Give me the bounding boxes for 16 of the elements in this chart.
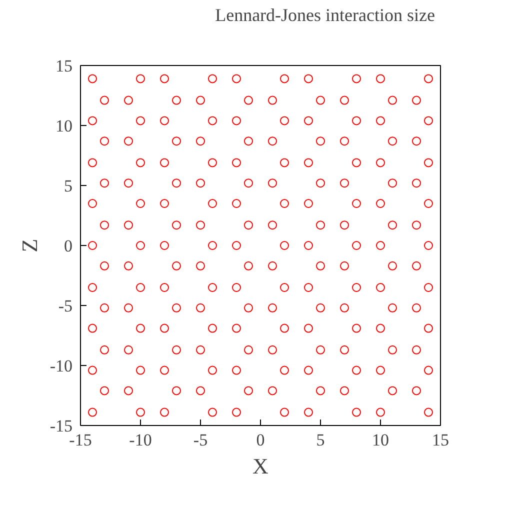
x-tick-label: 15 [432, 430, 449, 450]
y-tick-label: 10 [56, 116, 72, 136]
x-tick-label: -10 [129, 430, 152, 450]
x-tick-label: -5 [193, 430, 208, 450]
y-tick-label: -10 [50, 356, 73, 376]
y-tick-label: -15 [50, 416, 73, 436]
x-tick-label: 0 [256, 430, 265, 450]
y-tick-label: -5 [58, 296, 73, 316]
y-tick-label: 5 [64, 176, 72, 196]
y-axis-title: Z [16, 238, 42, 252]
x-tick-label: 5 [316, 430, 325, 450]
x-tick-label: 10 [372, 430, 389, 450]
y-tick-label: 0 [64, 236, 72, 256]
text: Lennard-Jones interaction size [215, 5, 435, 26]
x-axis-title: X [252, 454, 269, 478]
y-tick-label: 15 [56, 56, 72, 76]
